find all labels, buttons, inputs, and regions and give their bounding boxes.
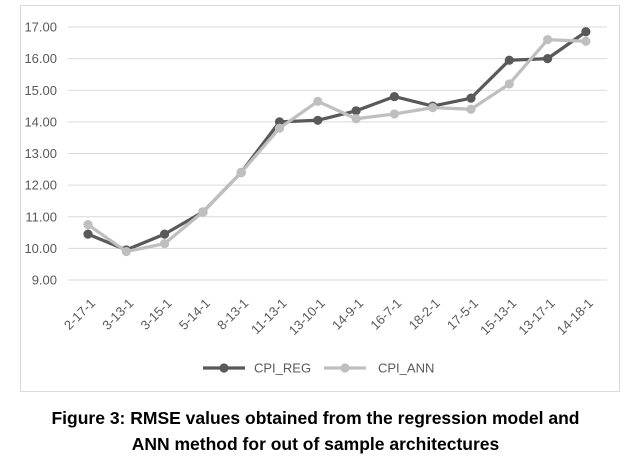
data-series <box>83 27 591 257</box>
data-point-cpi_ann <box>83 220 93 230</box>
x-tick-label: 3-13-1 <box>99 296 136 333</box>
legend-label-cpi-ann: CPI_ANN <box>378 361 434 376</box>
x-tick-label: 13-17-1 <box>515 296 557 338</box>
data-point-cpi_ann <box>236 167 246 178</box>
data-point-cpi_ann <box>313 96 323 106</box>
x-tick-label: 14-18-1 <box>554 296 596 338</box>
data-point-cpi_ann <box>466 104 476 114</box>
y-tick-label: 12.00 <box>24 178 57 193</box>
x-tick-label: 3-15-1 <box>138 296 175 333</box>
data-point-cpi_ann <box>198 207 208 217</box>
x-tick-label: 8-13-1 <box>214 296 251 333</box>
gridlines <box>68 26 607 281</box>
x-tick-label: 2-17-1 <box>61 296 98 333</box>
y-tick-label: 14.00 <box>24 114 57 129</box>
y-axis-labels: 17.00 16.00 15.00 14.00 13.00 12.00 11.00 10.00… <box>24 20 57 288</box>
data-point-cpi_ann <box>389 109 399 119</box>
chart-canvas: 17.00 16.00 15.00 14.00 13.00 12.00 11.00 10.00… <box>24 20 607 376</box>
y-tick-label: 13.00 <box>24 146 57 161</box>
legend-label-cpi-reg: CPI_REG <box>254 361 311 376</box>
figure-caption: Figure 3: RMSE values obtained from the … <box>0 405 631 457</box>
x-tick-label: 15-13-1 <box>477 296 519 338</box>
y-tick-label: 10.00 <box>24 241 57 256</box>
caption-line-1: Figure 3: RMSE values obtained from the … <box>51 408 580 428</box>
data-point-cpi_reg <box>351 106 361 116</box>
data-point-cpi_ann <box>543 35 553 45</box>
data-point-cpi_ann <box>581 36 591 46</box>
x-tick-label: 18-2-1 <box>406 296 443 333</box>
x-tick-label: 11-13-1 <box>248 296 290 338</box>
y-tick-label: 17.00 <box>24 20 57 35</box>
y-tick-label: 9.00 <box>32 273 57 288</box>
chart-legend: CPI_REG CPI_ANN <box>203 361 434 376</box>
x-tick-label: 5-14-1 <box>176 296 213 333</box>
data-point-cpi_ann <box>428 103 438 113</box>
x-tick-label: 13-10-1 <box>286 296 328 338</box>
data-point-cpi_reg <box>389 91 399 102</box>
data-point-cpi_ann <box>351 114 361 124</box>
x-tick-label: 17-5-1 <box>444 296 481 333</box>
x-tick-label: 14-9-1 <box>329 296 366 333</box>
data-point-cpi_ann <box>160 239 170 249</box>
data-point-cpi_ann <box>121 246 131 257</box>
legend-marker-cpi-ann-icon <box>340 363 350 373</box>
data-point-cpi_reg <box>313 115 323 125</box>
legend-marker-cpi-reg-icon <box>219 363 229 373</box>
y-tick-label: 11.00 <box>25 209 57 224</box>
data-point-cpi_reg <box>466 93 476 103</box>
y-tick-label: 16.00 <box>24 51 57 66</box>
x-tick-label: 16-7-1 <box>367 296 404 333</box>
data-point-cpi_reg <box>581 27 591 37</box>
data-point-cpi_reg <box>274 117 285 127</box>
data-point-cpi_reg <box>83 229 93 239</box>
y-tick-label: 15.00 <box>24 83 57 98</box>
series-line-cpi_ann <box>86 38 588 254</box>
data-point-cpi_reg <box>504 55 514 65</box>
data-point-cpi_ann <box>504 79 514 89</box>
data-point-cpi_ann <box>274 123 285 133</box>
series-line-cpi_reg <box>86 30 588 252</box>
caption-line-2: ANN method for out of sample architectur… <box>131 434 500 454</box>
x-axis-labels: 2-17-1 3-13-1 3-15-1 5-14-1 8-13-111-13-113-… <box>61 296 596 338</box>
data-point-cpi_reg <box>160 229 170 239</box>
data-point-cpi_reg <box>543 54 553 64</box>
rmse-line-chart: 17.00 16.00 15.00 14.00 13.00 12.00 11.00 10.00… <box>20 5 620 392</box>
